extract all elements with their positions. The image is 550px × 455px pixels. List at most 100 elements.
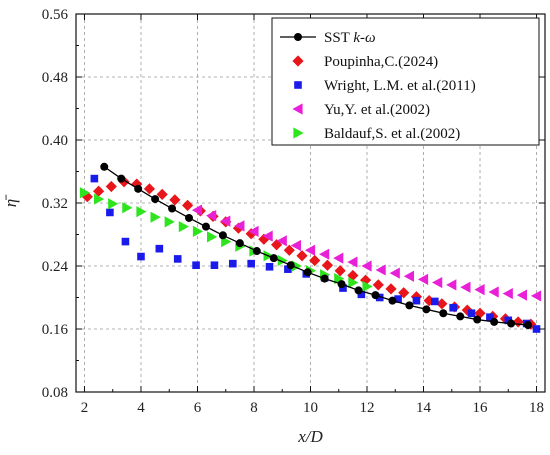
y-tick-label: 0.08 (42, 385, 68, 401)
x-tick-label: 8 (250, 400, 258, 416)
data-point (100, 162, 109, 171)
y-axis-label: η̄ (1, 194, 20, 207)
y-tick-label: 0.24 (42, 259, 69, 275)
data-point (337, 280, 346, 289)
legend-label-italic-part: k-ω (353, 30, 375, 46)
x-tick-label: 14 (416, 400, 432, 416)
data-point (134, 184, 143, 193)
data-point (151, 195, 160, 204)
data-point (304, 244, 316, 256)
data-point (136, 206, 147, 218)
data-point (449, 303, 457, 312)
data-point (290, 239, 301, 252)
y-tick-label: 0.32 (42, 196, 68, 212)
legend-label: Wright, L.M. et al.(2011) (324, 78, 476, 94)
data-point (284, 265, 292, 273)
data-point (347, 256, 358, 268)
data-point (248, 225, 259, 237)
data-point (169, 194, 181, 206)
data-point (467, 309, 476, 318)
data-point (252, 247, 261, 256)
data-point (207, 231, 218, 243)
data-point (334, 265, 346, 277)
data-point (262, 230, 273, 242)
data-point (303, 268, 312, 277)
data-point (185, 213, 194, 222)
data-point (106, 208, 114, 217)
data-point (210, 261, 219, 270)
series-0 (100, 162, 533, 330)
data-point (375, 293, 384, 302)
data-point (90, 174, 99, 183)
data-point (321, 259, 334, 271)
data-point (218, 231, 227, 240)
data-point (265, 262, 274, 271)
data-point (412, 296, 421, 305)
x-axis-label: x/D (297, 427, 323, 446)
data-point (286, 261, 295, 270)
data-point (178, 221, 189, 233)
data-point (394, 295, 402, 303)
legend-box (271, 17, 540, 146)
data-point (277, 254, 288, 267)
data-point (488, 286, 499, 298)
data-point (191, 204, 203, 216)
data-point (319, 248, 330, 260)
data-point (121, 237, 130, 246)
data-point (473, 315, 482, 324)
data-point (417, 273, 429, 285)
data-point (108, 198, 119, 210)
data-point (530, 290, 542, 302)
data-point (181, 199, 194, 211)
data-point (156, 188, 168, 200)
legend-marker (292, 55, 304, 67)
data-point (276, 235, 287, 247)
series-layer (79, 162, 542, 333)
data-point (439, 309, 448, 318)
data-point (490, 317, 499, 326)
x-tick-label: 18 (529, 400, 544, 416)
data-point (432, 276, 443, 289)
data-point (94, 193, 105, 205)
data-point (524, 321, 533, 330)
data-point (431, 297, 439, 306)
data-point (389, 267, 400, 279)
data-point (173, 255, 182, 263)
data-point (405, 301, 414, 310)
data-point (422, 305, 431, 314)
data-point (168, 204, 177, 213)
series-1 (81, 176, 537, 330)
data-point (532, 325, 541, 333)
data-point (371, 291, 380, 300)
data-point (192, 225, 204, 237)
series-line (103, 166, 529, 326)
data-point (143, 183, 156, 195)
data-point (362, 280, 373, 293)
x-tick-label: 6 (194, 400, 202, 416)
data-point (270, 239, 283, 251)
data-point (201, 222, 210, 231)
data-point (504, 316, 513, 325)
legend-label: Poupinha,C.(2024) (324, 54, 438, 70)
data-point (436, 298, 448, 310)
data-point (283, 244, 295, 256)
data-point (348, 276, 359, 289)
legend-marker (292, 103, 303, 115)
data-point (309, 254, 321, 267)
data-point (361, 260, 372, 272)
legend: SST k-ω Poupinha,C.(2024) Wright, L.M. et … (271, 17, 540, 146)
data-point (334, 273, 345, 285)
data-point (155, 244, 164, 253)
data-point (137, 252, 145, 261)
data-point (512, 316, 524, 328)
legend-label: SST k-ω (324, 30, 376, 46)
x-tick-label: 12 (360, 400, 375, 416)
data-point (339, 284, 347, 292)
data-point (460, 281, 471, 293)
data-point (507, 319, 516, 328)
data-point (354, 286, 363, 295)
data-point (164, 216, 175, 228)
data-point (269, 254, 278, 263)
